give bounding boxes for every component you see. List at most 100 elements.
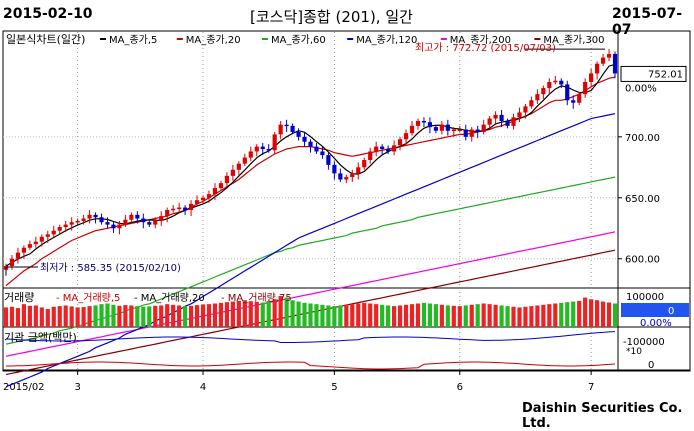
candle-body (374, 146, 379, 152)
candle-body (248, 151, 253, 158)
candle-body (171, 208, 176, 211)
candle-body (392, 145, 397, 152)
volume-bar (111, 304, 116, 327)
high-annotation: 최고가 : 772.72 (2015/07/03) (415, 42, 556, 54)
candle-body (421, 120, 427, 123)
x-tick-label: 2015/02 (3, 382, 45, 393)
chart-title[interactable]: [코스닥]종합 (201), 일간 (250, 8, 413, 26)
candle-body (177, 207, 182, 210)
candle-body (153, 220, 158, 225)
candle-body (535, 94, 540, 101)
volume-bar (147, 306, 152, 327)
candle-body (427, 122, 433, 128)
volume-bar (386, 305, 391, 327)
volume-change: 0.00% (640, 318, 672, 329)
volume-bar (206, 304, 212, 327)
candle-body (493, 114, 498, 119)
volume-bar (266, 300, 271, 327)
volume-bar (69, 306, 74, 327)
volume-bar (27, 305, 32, 327)
candle-body (117, 224, 122, 229)
legend-entry: MA_종가,120 (356, 34, 417, 46)
candle-body (27, 244, 32, 248)
volume-bar (212, 303, 218, 327)
volume-bar (529, 306, 534, 327)
legend-entry: MA_종가,60 (271, 34, 326, 46)
candle-body (111, 224, 116, 229)
candle-body (69, 222, 74, 225)
volume-bar (612, 303, 618, 327)
volume-bar (338, 305, 343, 327)
volume-bar (93, 305, 98, 327)
candle-body (511, 117, 516, 126)
inst-tick-label: 0 (648, 360, 654, 371)
volume-bar (397, 305, 403, 327)
volume-bar (45, 309, 50, 327)
volume-bar (87, 306, 92, 327)
volume-bar (15, 308, 21, 327)
candle-body (499, 114, 504, 121)
candle-body (51, 230, 56, 235)
candle-body (147, 222, 152, 225)
candle-body (57, 227, 62, 231)
candle-body (606, 53, 612, 58)
stock-chart[interactable]: 600.00 650.00 700.00 3 4 5 6 7 2015/02 일본식차트(일간) M… (0, 30, 694, 400)
candle-body (206, 194, 212, 198)
candle-body (595, 63, 600, 74)
candle-body (218, 183, 224, 189)
x-tick-label: 5 (331, 382, 337, 393)
volume-tick-label: 100000 (626, 292, 664, 303)
candle-body (135, 214, 140, 219)
volume-legend-entry: - MA_거래량,20 (134, 292, 205, 304)
candle-body (272, 134, 277, 151)
candle-body (332, 164, 337, 174)
volume-bar (493, 304, 498, 327)
candle-body (612, 53, 618, 74)
last-value: 752.01 (648, 69, 683, 80)
candle-body (141, 218, 146, 223)
candle-body (75, 220, 80, 223)
volume-last-value: 0 (668, 306, 674, 317)
candle-body (547, 81, 552, 89)
volume-bar (236, 300, 241, 327)
candle-body (475, 129, 480, 132)
candle-body (63, 224, 68, 228)
candle-body (302, 136, 307, 142)
volume-bar (9, 306, 15, 327)
candle-body (451, 129, 456, 132)
volume-bar (183, 306, 188, 327)
candle-body (278, 124, 283, 135)
legend-entry: MA_종가,200 (450, 34, 511, 46)
candle-body (565, 84, 570, 101)
volume-panel-title: 거래량 (4, 291, 34, 304)
candle-body (33, 241, 38, 245)
volume-bar (445, 305, 450, 327)
inst-tick-label: -100000 (623, 337, 665, 348)
volume-bar (117, 305, 122, 327)
candle-body (600, 57, 606, 64)
low-annotation: 최저가 : 585.35 (2015/02/10) (40, 262, 181, 274)
volume-legend-entry: - MA_거래량,75 (221, 292, 292, 304)
volume-bar (541, 304, 546, 327)
volume-bar (565, 302, 570, 327)
candle-body (159, 216, 164, 221)
x-tick-label: 4 (200, 382, 206, 393)
volume-bar (39, 307, 44, 327)
candle-body (439, 124, 444, 131)
legend-entry: MA_종가,20 (186, 34, 241, 46)
candle-body (308, 141, 313, 147)
volume-bar (165, 304, 170, 327)
candle-body (380, 146, 385, 150)
institutional-line-red (6, 361, 616, 370)
candle-body (194, 200, 200, 204)
last-value-box (620, 65, 687, 82)
price-panel-title: 일본식차트(일간) (6, 32, 85, 46)
candle-body (517, 112, 522, 118)
candle-body (45, 234, 50, 237)
volume-bar (260, 302, 265, 327)
volume-bar (463, 305, 468, 327)
volume-bar (105, 303, 110, 327)
volume-bar (302, 302, 307, 327)
volume-bar (356, 303, 361, 327)
candle-body (397, 139, 403, 146)
